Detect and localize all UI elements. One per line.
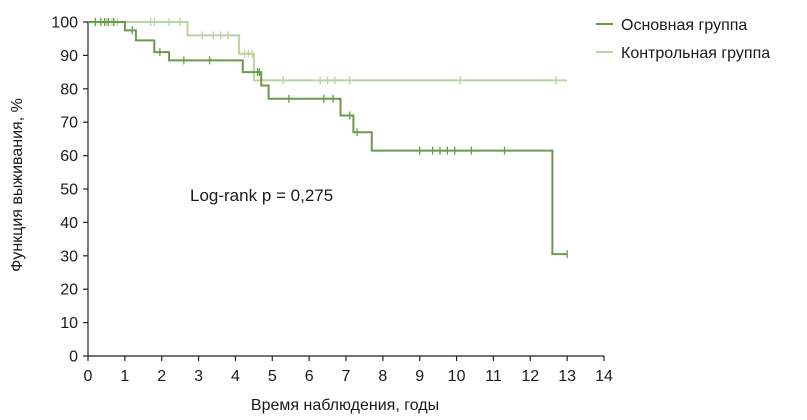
- x-tick-label: 2: [157, 368, 166, 385]
- series-layer: [88, 18, 568, 259]
- x-tick-label: 11: [485, 368, 502, 385]
- x-tick-label: 1: [120, 368, 129, 385]
- y-tick-label: 80: [60, 81, 78, 98]
- logrank-annotation: Log-rank p = 0,275: [190, 186, 333, 205]
- legend: Основная группа Контрольная группа: [596, 17, 770, 62]
- y-tick-label: 0: [69, 349, 78, 366]
- x-tick-label: 14: [595, 368, 613, 385]
- y-tick-label: 10: [60, 315, 78, 332]
- x-tick-label: 3: [194, 368, 203, 385]
- x-tick-label: 4: [231, 368, 240, 385]
- y-tick-label: 50: [60, 182, 78, 199]
- legend-label: Основная группа: [621, 17, 747, 34]
- legend-entry: Основная группа: [596, 17, 747, 34]
- x-tick-label: 7: [342, 368, 351, 385]
- y-tick-label: 40: [60, 215, 78, 232]
- series-1: [88, 18, 568, 259]
- x-tick-label: 0: [84, 368, 93, 385]
- y-tick-label: 70: [60, 115, 78, 132]
- x-tick-label: 6: [305, 368, 314, 385]
- x-tick-label: 10: [448, 368, 466, 385]
- x-tick-label: 12: [521, 368, 539, 385]
- x-tick-label: 13: [558, 368, 576, 385]
- x-axis-title: Время наблюдения, годы: [251, 397, 439, 414]
- y-axis-title: Функция выживания, %: [9, 98, 26, 272]
- x-tick-label: 5: [268, 368, 277, 385]
- y-tick-label: 90: [60, 48, 78, 65]
- y-tick-label: 100: [51, 15, 78, 32]
- series-line: [88, 21, 568, 256]
- x-tick-label: 8: [378, 368, 387, 385]
- y-tick-label: 20: [60, 282, 78, 299]
- legend-entry: Контрольная группа: [596, 45, 770, 62]
- legend-label: Контрольная группа: [621, 45, 770, 62]
- series-line: [88, 21, 568, 82]
- y-tick-label: 60: [60, 148, 78, 165]
- y-tick-label: 30: [60, 248, 78, 265]
- x-tick-label: 9: [415, 368, 424, 385]
